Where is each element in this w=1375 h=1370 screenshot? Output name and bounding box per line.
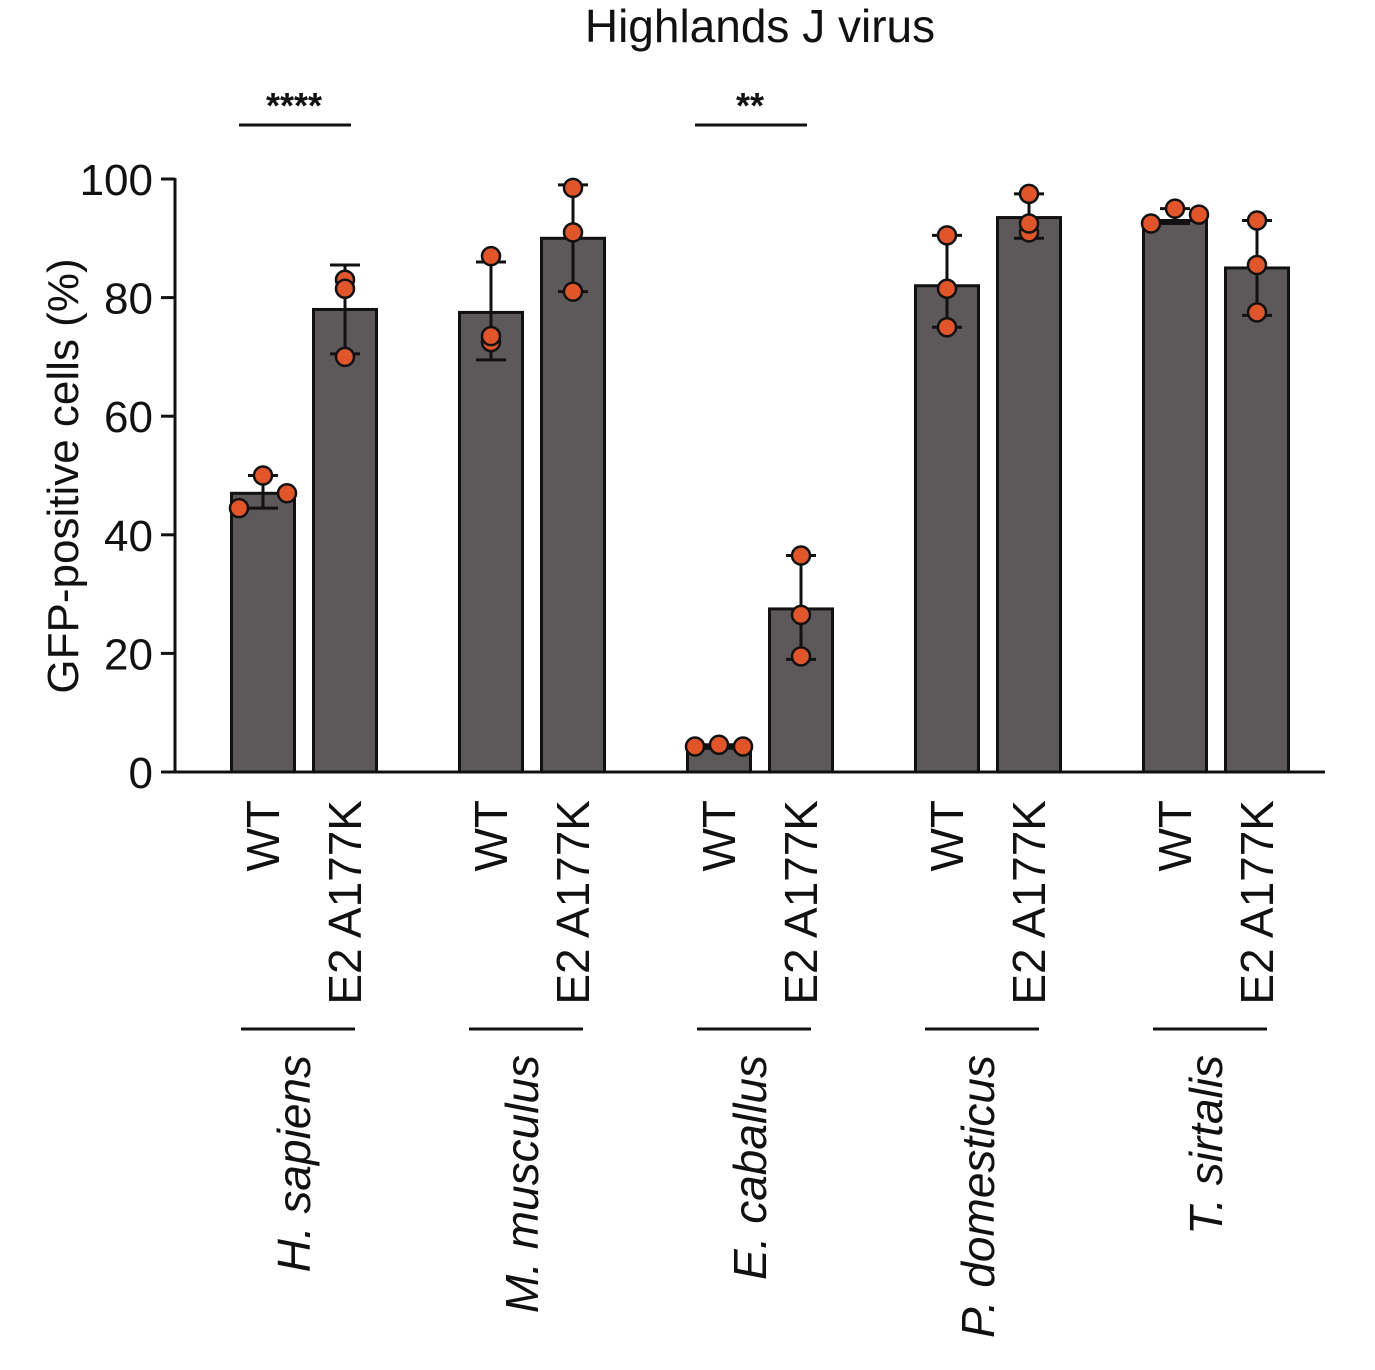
data-point: [480, 325, 502, 347]
data-point: [276, 483, 298, 504]
data-point: [562, 177, 584, 199]
data-point: [562, 222, 584, 243]
bar: [914, 284, 980, 774]
x-axis: WT E2 A177K WT E2 A177K WT E2 A177K WT E2 A177K…: [173, 770, 1325, 1005]
x-tick-label: E2 A177K: [775, 800, 827, 1005]
y-tick-label: 40: [104, 512, 153, 561]
data-point: [1246, 302, 1268, 323]
x-tick-label: E2 A177K: [319, 800, 371, 1005]
data-point: [936, 278, 958, 299]
data-point: [1164, 198, 1186, 219]
x-tick-label: WT: [237, 800, 289, 872]
x-tick-label: E2 A177K: [547, 800, 599, 1005]
data-point: [1140, 213, 1162, 234]
significance-stars: **: [736, 85, 764, 126]
data-point: [790, 545, 812, 566]
error-bars: [248, 183, 1272, 750]
group-label: H. sapiens: [268, 1055, 320, 1272]
data-point: [684, 736, 706, 757]
group-label: T. sirtalis: [1180, 1055, 1232, 1235]
x-tick-label: WT: [1149, 800, 1201, 872]
y-tick-label: 0: [129, 749, 153, 798]
y-tick-label: 100: [80, 156, 153, 205]
bar: [996, 216, 1062, 774]
data-points: [228, 177, 1268, 757]
data-point: [1018, 213, 1040, 234]
y-axis: 0 20 40 60 80 100: [80, 156, 177, 798]
x-tick-label: E2 A177K: [1231, 800, 1283, 1005]
bar: [540, 236, 606, 774]
data-point: [1018, 183, 1040, 205]
data-point: [228, 497, 250, 519]
x-tick-label: E2 A177K: [1003, 800, 1055, 1005]
bar: [312, 307, 378, 774]
group-label: E. caballus: [724, 1055, 776, 1280]
y-axis-label: GFP-positive cells (%): [39, 258, 88, 693]
y-tick-label: 60: [104, 393, 153, 442]
y-tick-label: 80: [104, 275, 153, 324]
x-tick-label: WT: [693, 800, 745, 872]
x-tick-label: WT: [465, 800, 517, 872]
data-point: [790, 604, 812, 626]
group-label: P. domesticus: [952, 1055, 1004, 1338]
group-label: M. musculus: [496, 1055, 548, 1313]
significance-stars: ****: [266, 85, 322, 126]
group-labels: H. sapiens M. musculus E. caballus P. domes…: [241, 1027, 1267, 1338]
data-point: [936, 317, 958, 338]
data-point: [480, 245, 502, 267]
significance-annotations: **** **: [239, 85, 807, 127]
data-point: [334, 278, 356, 299]
data-point: [790, 646, 812, 667]
data-point: [334, 346, 356, 368]
data-point: [732, 736, 754, 757]
data-point: [708, 734, 730, 755]
y-tick-label: 20: [104, 630, 153, 679]
bar: [230, 491, 296, 774]
data-point: [1246, 210, 1268, 231]
data-point: [252, 465, 274, 486]
bar: [1224, 266, 1290, 774]
data-point: [936, 225, 958, 246]
chart-title: Highlands J virus: [585, 0, 935, 52]
data-point: [1246, 254, 1268, 276]
bar: [1142, 219, 1208, 774]
bar: [458, 310, 524, 774]
bars: [230, 216, 1290, 774]
data-point: [1188, 204, 1210, 225]
x-tick-label: WT: [921, 800, 973, 872]
data-point: [562, 281, 584, 302]
